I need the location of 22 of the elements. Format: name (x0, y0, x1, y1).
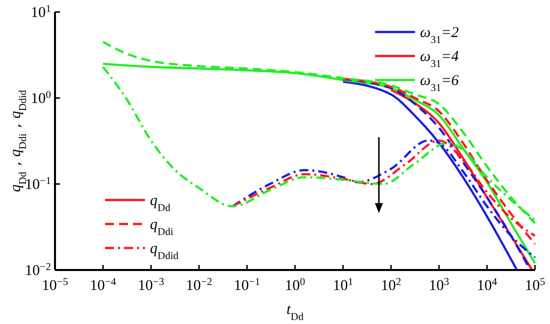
x-tick-label: 10$^{−4}$ (90, 276, 117, 294)
x-tick-label: 10$^{4}$ (476, 276, 498, 294)
x-tick-label: 10$^{−3}$ (138, 276, 164, 294)
x-tick-label: 10$^{−1}$ (234, 276, 260, 294)
legend-label: ω$_{31}$=6 (420, 73, 460, 94)
annotation: q$_{Dd}$ (150, 193, 172, 214)
x-tick-label: 10$^{−5}$ (42, 276, 68, 294)
legend-label: ω$_{31}$=2 (420, 25, 460, 46)
x-tick-label: 10$^{−2}$ (186, 276, 212, 294)
x-tick-label: 10$^{1}$ (332, 276, 354, 294)
x-tick-label: 10$^{3}$ (428, 276, 450, 294)
annotation: q$_{Ddi}$ (150, 217, 174, 238)
y-tick-label: 10$^{0}$ (30, 90, 51, 107)
x-tick-label: 10$^{5}$ (524, 276, 546, 294)
legend-label: ω$_{31}$=4 (420, 49, 460, 70)
x-axis-title: t$_{Dd}$ (286, 302, 304, 322)
x-tick-label: 10$^{0}$ (284, 276, 306, 294)
y-tick-label: 10$^{−2}$ (24, 262, 51, 279)
y-tick-label: 10$^{−1}$ (24, 176, 51, 193)
x-tick-label: 10$^{2}$ (380, 276, 402, 294)
y-tick-label: 10$^{1}$ (30, 4, 51, 21)
annotation: q$_{Ddid}$ (150, 241, 180, 262)
